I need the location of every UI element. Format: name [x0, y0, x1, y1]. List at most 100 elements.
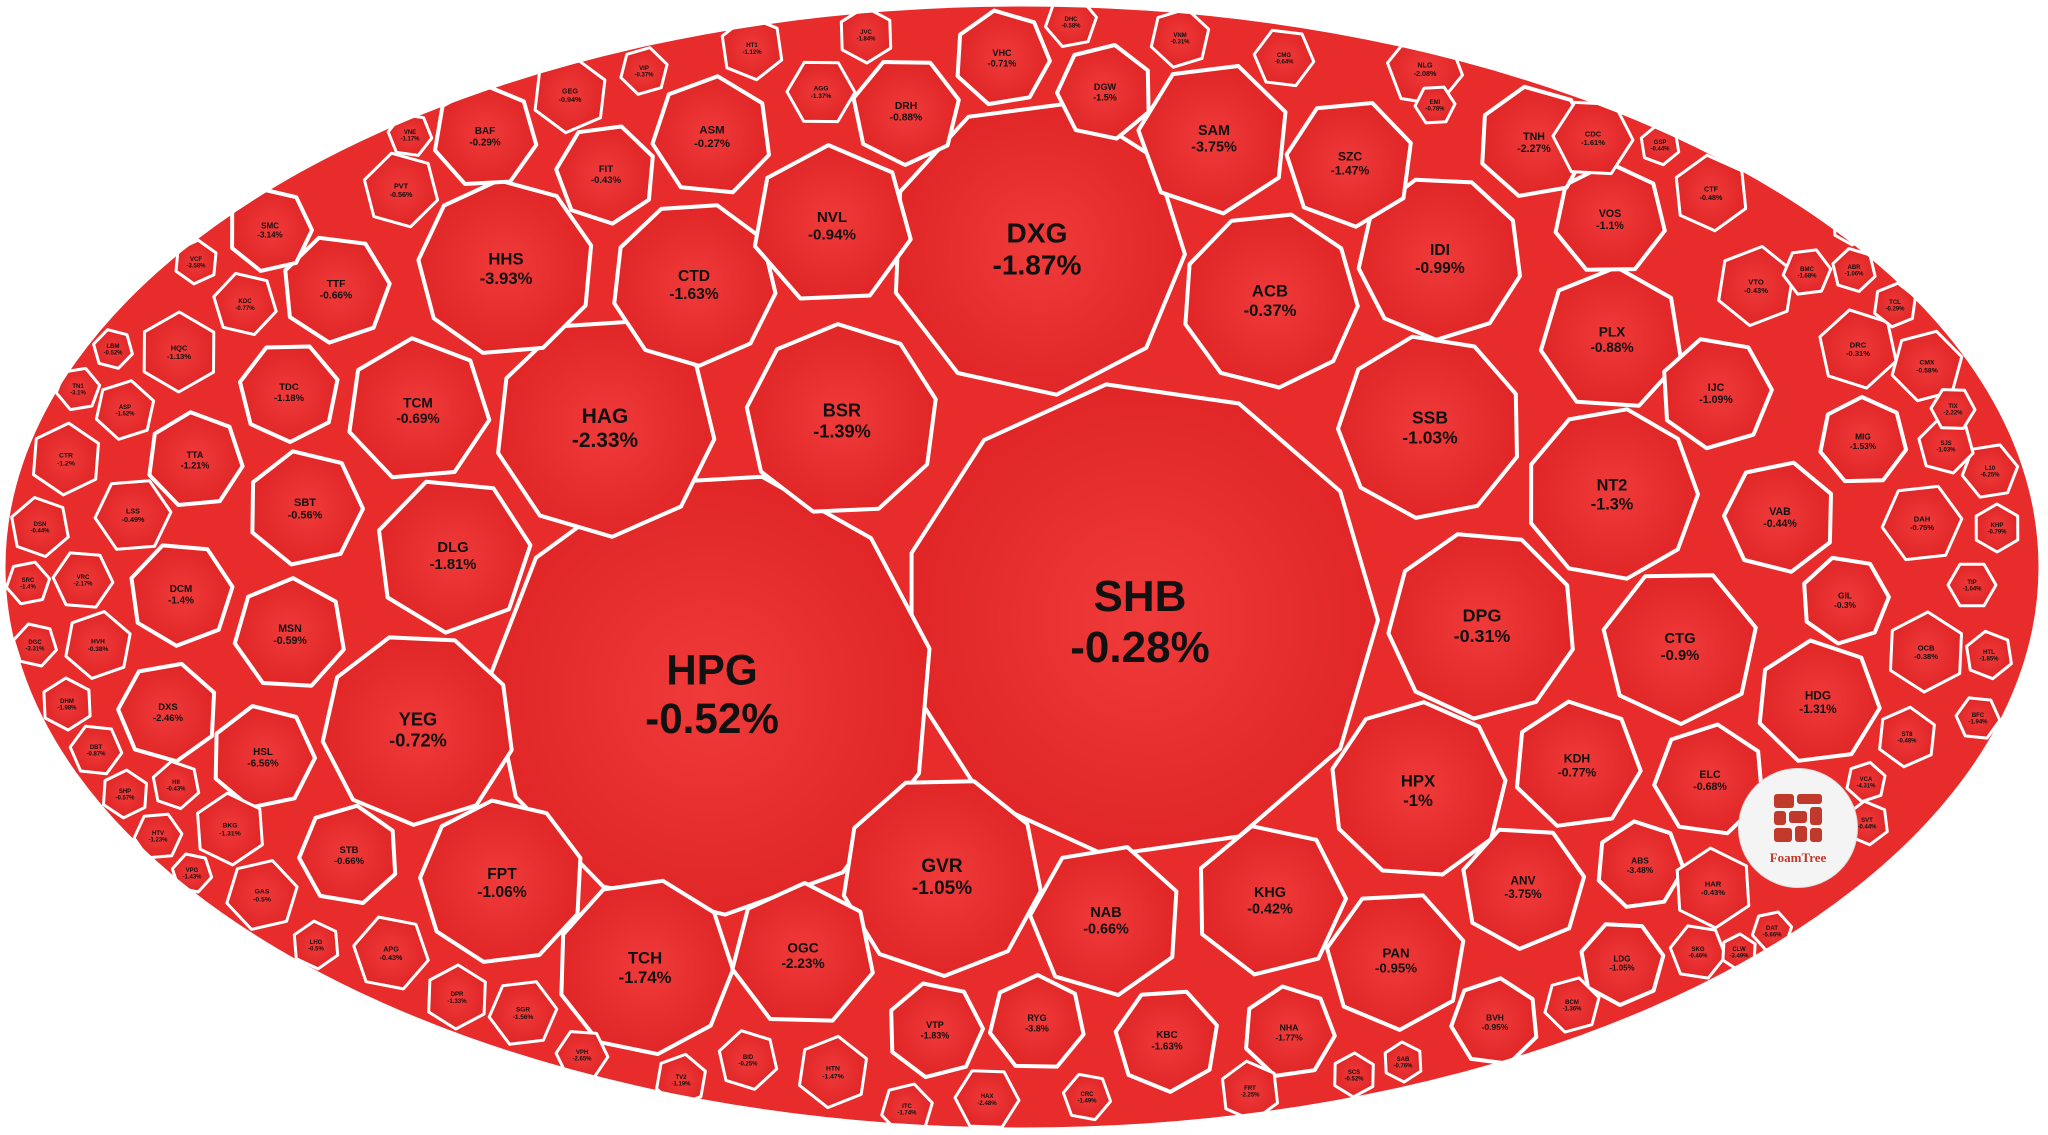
cell-scs[interactable]: SCS-0.52% — [1333, 1051, 1375, 1099]
cell-bkg[interactable]: BKG-1.31% — [196, 791, 264, 867]
cell-kdh[interactable]: KDH-0.77% — [1515, 699, 1643, 828]
cell-cmx[interactable]: CMX-0.58% — [1890, 329, 1964, 403]
cell-crc[interactable]: CRC-1.49% — [1061, 1072, 1113, 1122]
cell-har[interactable]: HAR-0.43% — [1675, 846, 1751, 930]
cell-hii[interactable]: HII-0.43% — [151, 759, 201, 811]
cell-hhs[interactable]: HHS-3.93% — [416, 178, 594, 355]
cell-lhg[interactable]: LHG-0.5% — [292, 919, 340, 971]
cell-dpr[interactable]: DPR-1.33% — [427, 963, 487, 1031]
cell-emi[interactable]: EMI-0.78% — [1413, 85, 1457, 125]
cell-skg[interactable]: SKG-0.46% — [1668, 924, 1728, 980]
cell-src[interactable]: SRC-1.4% — [4, 560, 52, 606]
cell-htl[interactable]: HTL-1.85% — [1965, 629, 2013, 681]
cell-sgr[interactable]: SGR-1.56% — [487, 980, 559, 1046]
cell-szc[interactable]: SZC-1.47% — [1284, 101, 1413, 229]
cell-vca[interactable]: VCA-4.31% — [1845, 760, 1887, 804]
cell-vip[interactable]: VIP-0.37% — [619, 46, 669, 96]
cell-tix[interactable]: TIX-2.22% — [1929, 388, 1977, 430]
cell-shp[interactable]: SHP-0.57% — [102, 768, 148, 820]
cell-fpt[interactable]: FPT-1.06% — [418, 798, 583, 964]
cell-htn[interactable]: HTN-1.47% — [798, 1034, 868, 1110]
cell-bmc[interactable]: BMC-1.68% — [1781, 248, 1833, 296]
cell-dlg[interactable]: DLG-1.81% — [377, 479, 533, 635]
cell-dhm[interactable]: DHM-1.98% — [42, 676, 92, 732]
cell-drc[interactable]: DRC-0.31% — [1818, 308, 1898, 390]
cell-itc[interactable]: ITC-1.74% — [880, 1082, 934, 1134]
cell-dxs[interactable]: DXS-2.46% — [116, 661, 217, 764]
cell-hsl[interactable]: HSL-6.56% — [213, 704, 317, 810]
cell-dpg[interactable]: DPG-0.31% — [1386, 532, 1575, 721]
cell-ctr[interactable]: CTR-1.2% — [32, 421, 100, 497]
cell-hax[interactable]: HAX-2.48% — [953, 1069, 1021, 1129]
cell-ssb[interactable]: SSB-1.03% — [1336, 334, 1519, 520]
cell-vrc[interactable]: VRC-2.17% — [51, 551, 115, 609]
cell-msn[interactable]: MSN-0.59% — [232, 576, 346, 688]
cell-jvc[interactable]: JVC-1.84% — [839, 5, 893, 65]
cell-vne[interactable]: VNE-1.17% — [386, 113, 434, 157]
cell-yeg[interactable]: YEG-0.72% — [320, 635, 514, 827]
cell-vpg[interactable]: VPG-1.43% — [170, 852, 214, 894]
cell-lss[interactable]: LSS-0.49% — [93, 479, 173, 551]
cell-hpx[interactable]: HPX-1% — [1330, 700, 1508, 877]
cell-sbt[interactable]: SBT-0.56% — [250, 449, 365, 567]
cell-khg[interactable]: KHG-0.42% — [1199, 824, 1348, 977]
cell-nt2[interactable]: NT2-1.3% — [1529, 407, 1700, 581]
cell-bfc[interactable]: BFC-1.94% — [1954, 696, 2002, 740]
cell-ttf[interactable]: TTF-0.66% — [283, 235, 392, 345]
cell-smc[interactable]: SMC-3.14% — [230, 187, 314, 273]
cell-kbc[interactable]: KBC-1.63% — [1113, 989, 1219, 1094]
cell-plx[interactable]: PLX-0.88% — [1538, 265, 1683, 408]
cell-sam[interactable]: SAM-3.75% — [1136, 64, 1288, 216]
cell-hpg[interactable]: HPG-0.52% — [488, 474, 932, 917]
cell-tya[interactable]: TYA-0.8% — [1833, 203, 1871, 247]
cell-drh[interactable]: DRH-0.88% — [851, 60, 961, 167]
cell-st8[interactable]: ST8-0.48% — [1878, 705, 1936, 769]
cell-vnm[interactable]: VNM-0.31% — [1149, 7, 1211, 69]
cell-bsr[interactable]: BSR-1.39% — [744, 322, 938, 514]
cell-vtp[interactable]: VTP-1.83% — [889, 981, 985, 1080]
cell-tta[interactable]: TTA-1.21% — [147, 410, 245, 507]
cell-khp[interactable]: KHP-0.79% — [1974, 502, 2020, 554]
cell-vcf[interactable]: VCF-3.58% — [174, 238, 218, 286]
cell-dbt[interactable]: DBT-0.87% — [68, 724, 124, 776]
cell-agg[interactable]: AGG-1.37% — [785, 60, 857, 124]
cell-dgw[interactable]: DGW-1.5% — [1055, 43, 1151, 141]
cell-fit[interactable]: FIT-0.43% — [554, 124, 655, 226]
cell-cmg[interactable]: CMG-0.64% — [1252, 28, 1316, 88]
cell-anv[interactable]: ANV-3.75% — [1461, 827, 1587, 951]
cell-pan[interactable]: PAN-0.95% — [1325, 893, 1466, 1032]
cell-ldg[interactable]: LDG-1.05% — [1579, 922, 1666, 1007]
cell-vos[interactable]: VOS-1.1% — [1553, 161, 1667, 272]
cell-ogc[interactable]: OGC-2.23% — [730, 881, 875, 1023]
cell-mig[interactable]: MIG-1.53% — [1818, 395, 1909, 484]
cell-geg[interactable]: GEG-0.94% — [533, 55, 607, 135]
cell-shb[interactable]: SHB-0.28% — [909, 382, 1380, 858]
cell-nvl[interactable]: NVL-0.94% — [752, 143, 913, 301]
cell-bcm[interactable]: BCM-1.36% — [1543, 976, 1601, 1034]
cell-bvh[interactable]: BVH-0.95% — [1449, 976, 1539, 1066]
cell-stb[interactable]: STB-0.66% — [297, 803, 398, 905]
cell-vab[interactable]: VAB-0.44% — [1722, 460, 1833, 574]
cell-asp[interactable]: ASP-1.52% — [94, 379, 156, 441]
cell-acb[interactable]: ACB-0.37% — [1183, 212, 1360, 390]
cell-sjs[interactable]: SJS-1.03% — [1917, 417, 1975, 475]
cell-bid[interactable]: BID-0.25% — [717, 1029, 779, 1091]
cell-dxg[interactable]: DXG-1.87% — [893, 101, 1187, 397]
cell-dcm[interactable]: DCM-1.4% — [129, 543, 235, 648]
cell-hvh[interactable]: HVH-0.38% — [64, 610, 132, 680]
cell-dhc[interactable]: DHC-0.58% — [1044, 0, 1098, 48]
cell-ht1[interactable]: HT1-1.12% — [720, 14, 784, 82]
cell-hqc[interactable]: HQC-1.13% — [142, 310, 216, 394]
cell-tdc[interactable]: TDC-1.18% — [238, 344, 340, 444]
cell-nab[interactable]: NAB-0.66% — [1028, 845, 1179, 997]
cell-ctd[interactable]: CTD-1.63% — [612, 203, 778, 368]
cell-tcm[interactable]: TCM-0.69% — [347, 336, 492, 480]
cell-pvt[interactable]: PVT-0.56% — [362, 151, 440, 229]
cell-hdg[interactable]: HDG-1.31% — [1757, 638, 1882, 763]
cell-lbm[interactable]: LBM-0.52% — [92, 328, 134, 370]
cell-kdc[interactable]: KDC-0.77% — [212, 271, 278, 337]
cell-dah[interactable]: DAH-0.75% — [1880, 484, 1964, 562]
cell-ocb[interactable]: OCB-0.38% — [1889, 610, 1963, 694]
cell-ijc[interactable]: IJC-1.09% — [1662, 337, 1774, 451]
cell-sab[interactable]: SAB-0.76% — [1383, 1040, 1423, 1084]
